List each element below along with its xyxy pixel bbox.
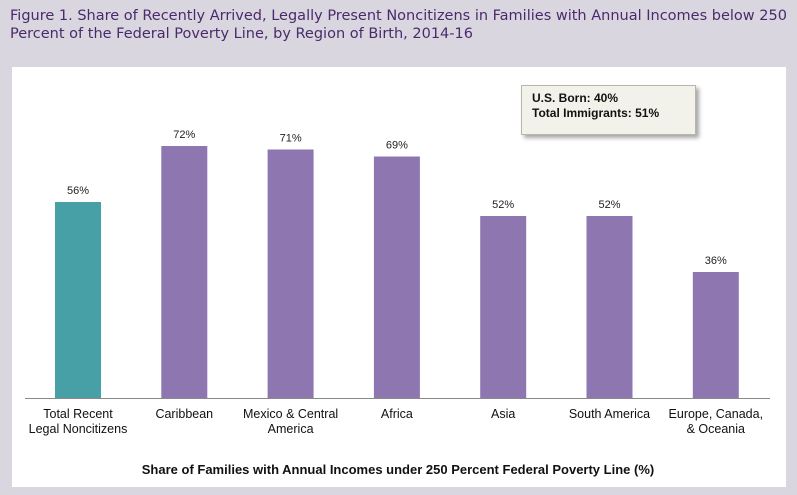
category-label-0-0: Total Recent [43, 407, 113, 421]
bar-2 [267, 149, 314, 398]
bar-3 [373, 156, 420, 398]
category-label-6-1: & Oceania [687, 422, 745, 436]
data-label-2: 71% [280, 133, 302, 145]
category-label-0-1: Legal Noncitizens [29, 422, 128, 436]
category-label-4-0: Asia [491, 407, 515, 421]
data-label-5: 52% [598, 199, 620, 211]
reference-callout: U.S. Born: 40% Total Immigrants: 51% [521, 85, 696, 135]
data-label-1: 72% [173, 129, 195, 141]
data-label-4: 52% [492, 199, 514, 211]
category-label-2-1: America [268, 422, 314, 436]
bar-4 [480, 216, 527, 398]
data-label-6: 36% [705, 255, 727, 267]
bar-5 [586, 216, 633, 398]
category-label-1-0: Caribbean [155, 407, 213, 421]
category-label-5-0: South America [569, 407, 650, 421]
bar-0 [55, 202, 101, 398]
x-axis-title: Share of Families with Annual Incomes un… [142, 462, 654, 477]
data-label-0: 56% [67, 185, 89, 197]
bar-1 [161, 146, 208, 398]
callout-total-immigrants: Total Immigrants: 51% [532, 106, 660, 120]
category-label-2-0: Mexico & Central [243, 407, 338, 421]
figure-title: Figure 1. Share of Recently Arrived, Leg… [10, 8, 787, 42]
data-label-3: 69% [386, 140, 408, 152]
category-label-6-0: Europe, Canada, [669, 407, 764, 421]
callout-us-born: U.S. Born: 40% [532, 91, 619, 105]
category-label-3-0: Africa [381, 407, 413, 421]
bar-6 [692, 272, 739, 398]
